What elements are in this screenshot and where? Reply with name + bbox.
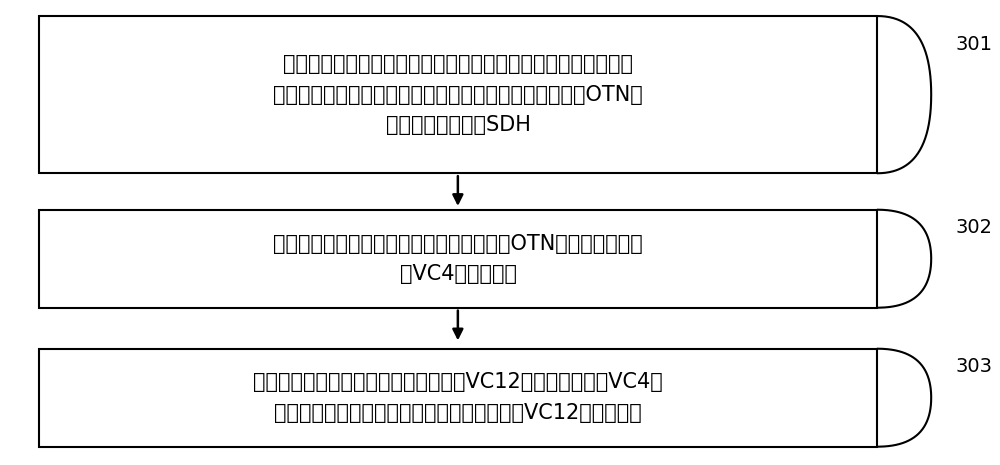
Text: 301: 301 bbox=[956, 35, 993, 54]
Bar bbox=[39, 16, 877, 173]
Text: 根据跨网路径搜索结果，创建混合网络中的OTN网络对应的虚容
器VC4通道层路径: 根据跨网路径搜索结果，创建混合网络中的OTN网络对应的虚容 器VC4通道层路径 bbox=[273, 233, 643, 284]
Bar bbox=[39, 210, 877, 308]
Text: 根据数据传输的源节点和宿节点，进行VC12路径搜索，复用VC4通
道层路径，创建源节点和宿节点之间的虚容器VC12通道层路径: 根据数据传输的源节点和宿节点，进行VC12路径搜索，复用VC4通 道层路径，创建… bbox=[253, 372, 663, 423]
Text: 根据混合网络的网络拓扑和跨网路由搜索条件，进行跨网路径搜
索，得到跨网路径搜索结果；混合网络中包括光传送网络OTN和
同步数字系列网络SDH: 根据混合网络的网络拓扑和跨网路由搜索条件，进行跨网路径搜 索，得到跨网路径搜索结… bbox=[273, 54, 643, 135]
Text: 303: 303 bbox=[956, 357, 993, 376]
Text: 302: 302 bbox=[956, 218, 993, 237]
Bar bbox=[39, 349, 877, 447]
